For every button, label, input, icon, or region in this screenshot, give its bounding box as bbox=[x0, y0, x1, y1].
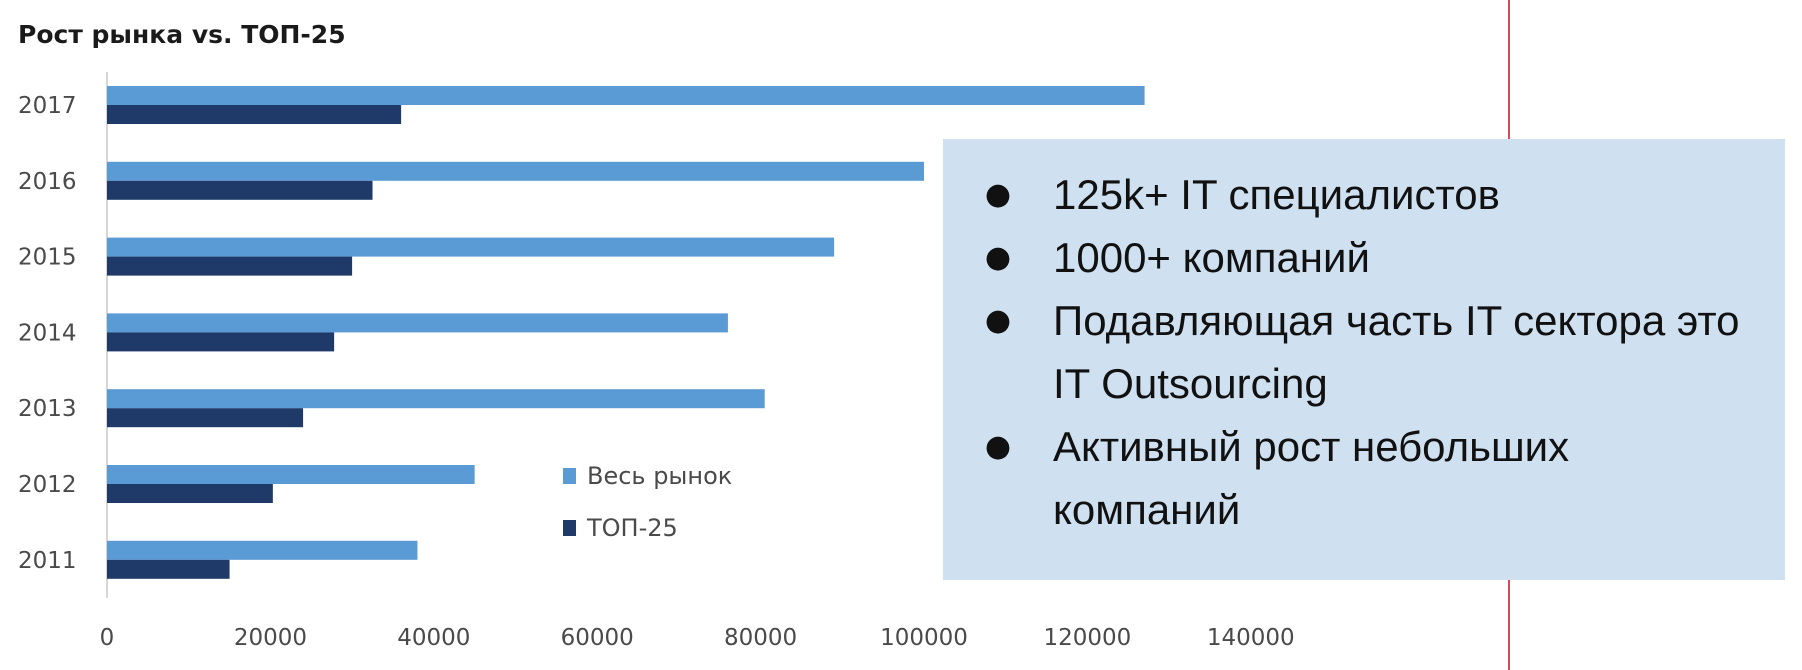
bars-group bbox=[107, 86, 1145, 579]
info-list: ● 125k+ IT специалистов ● 1000+ компаний… bbox=[943, 139, 1785, 541]
x-tick-label: 60000 bbox=[561, 625, 634, 651]
y-tick-label: 2013 bbox=[18, 396, 77, 422]
bar-top25-2014 bbox=[107, 332, 335, 352]
x-tick-label: 120000 bbox=[1043, 625, 1131, 651]
info-list-item: ● 1000+ компаний bbox=[943, 226, 1785, 289]
bullet-icon: ● bbox=[984, 429, 1012, 464]
y-tick-label: 2016 bbox=[18, 169, 77, 195]
legend-label-market: Весь рынок bbox=[587, 462, 732, 490]
bar-top25-2013 bbox=[107, 408, 304, 428]
info-item-text: Подавляющая часть IT сектора это IT Outs… bbox=[1053, 297, 1740, 407]
legend-swatch-top25 bbox=[563, 520, 576, 536]
bar-market-2017 bbox=[107, 86, 1145, 105]
bullet-icon: ● bbox=[984, 303, 1012, 338]
bullet-icon: ● bbox=[984, 177, 1012, 212]
info-list-item: ● Активный рост небольших компаний bbox=[943, 415, 1785, 541]
bar-market-2015 bbox=[107, 237, 835, 257]
bullet-icon: ● bbox=[984, 240, 1012, 275]
x-tick-label: 0 bbox=[100, 625, 115, 651]
x-tick-label: 100000 bbox=[880, 625, 968, 651]
bar-top25-2011 bbox=[107, 559, 230, 579]
chart-legend: Весь рынок ТОП-25 bbox=[563, 462, 732, 542]
y-tick-label: 2012 bbox=[18, 472, 77, 498]
y-tick-label: 2017 bbox=[18, 93, 77, 119]
info-item-text: Активный рост небольших компаний bbox=[1053, 423, 1570, 533]
y-tick-labels: 2017 2016 2015 2014 2013 2012 2011 bbox=[18, 93, 77, 574]
bar-market-2016 bbox=[107, 161, 924, 181]
info-item-text: 1000+ компаний bbox=[1053, 234, 1370, 281]
bar-top25-2016 bbox=[107, 180, 373, 200]
bar-market-2012 bbox=[107, 465, 475, 484]
y-tick-label: 2011 bbox=[18, 548, 77, 574]
x-tick-label: 20000 bbox=[234, 625, 307, 651]
info-list-item: ● 125k+ IT специалистов bbox=[943, 163, 1785, 226]
info-item-text: 125k+ IT специалистов bbox=[1053, 171, 1500, 218]
x-tick-labels: 0 20000 40000 60000 80000 100000 120000 140000 bbox=[100, 625, 1295, 651]
info-list-item: ● Подавляющая часть IT сектора это IT Ou… bbox=[943, 289, 1785, 415]
bar-market-2011 bbox=[107, 540, 418, 560]
bar-top25-2017 bbox=[107, 105, 402, 124]
x-tick-label: 140000 bbox=[1207, 625, 1295, 651]
x-tick-label: 80000 bbox=[724, 625, 797, 651]
y-tick-label: 2014 bbox=[18, 320, 77, 346]
bar-market-2014 bbox=[107, 313, 728, 333]
chart-title: Рост рынка vs. ТОП-25 bbox=[18, 20, 346, 49]
bar-top25-2015 bbox=[107, 256, 353, 276]
y-tick-label: 2015 bbox=[18, 245, 77, 271]
bar-market-2013 bbox=[107, 389, 765, 409]
info-panel: ● 125k+ IT специалистов ● 1000+ компаний… bbox=[943, 139, 1785, 580]
x-tick-label: 40000 bbox=[397, 625, 470, 651]
bar-top25-2012 bbox=[107, 484, 273, 503]
legend-swatch-market bbox=[563, 468, 576, 484]
legend-label-top25: ТОП-25 bbox=[586, 514, 678, 542]
